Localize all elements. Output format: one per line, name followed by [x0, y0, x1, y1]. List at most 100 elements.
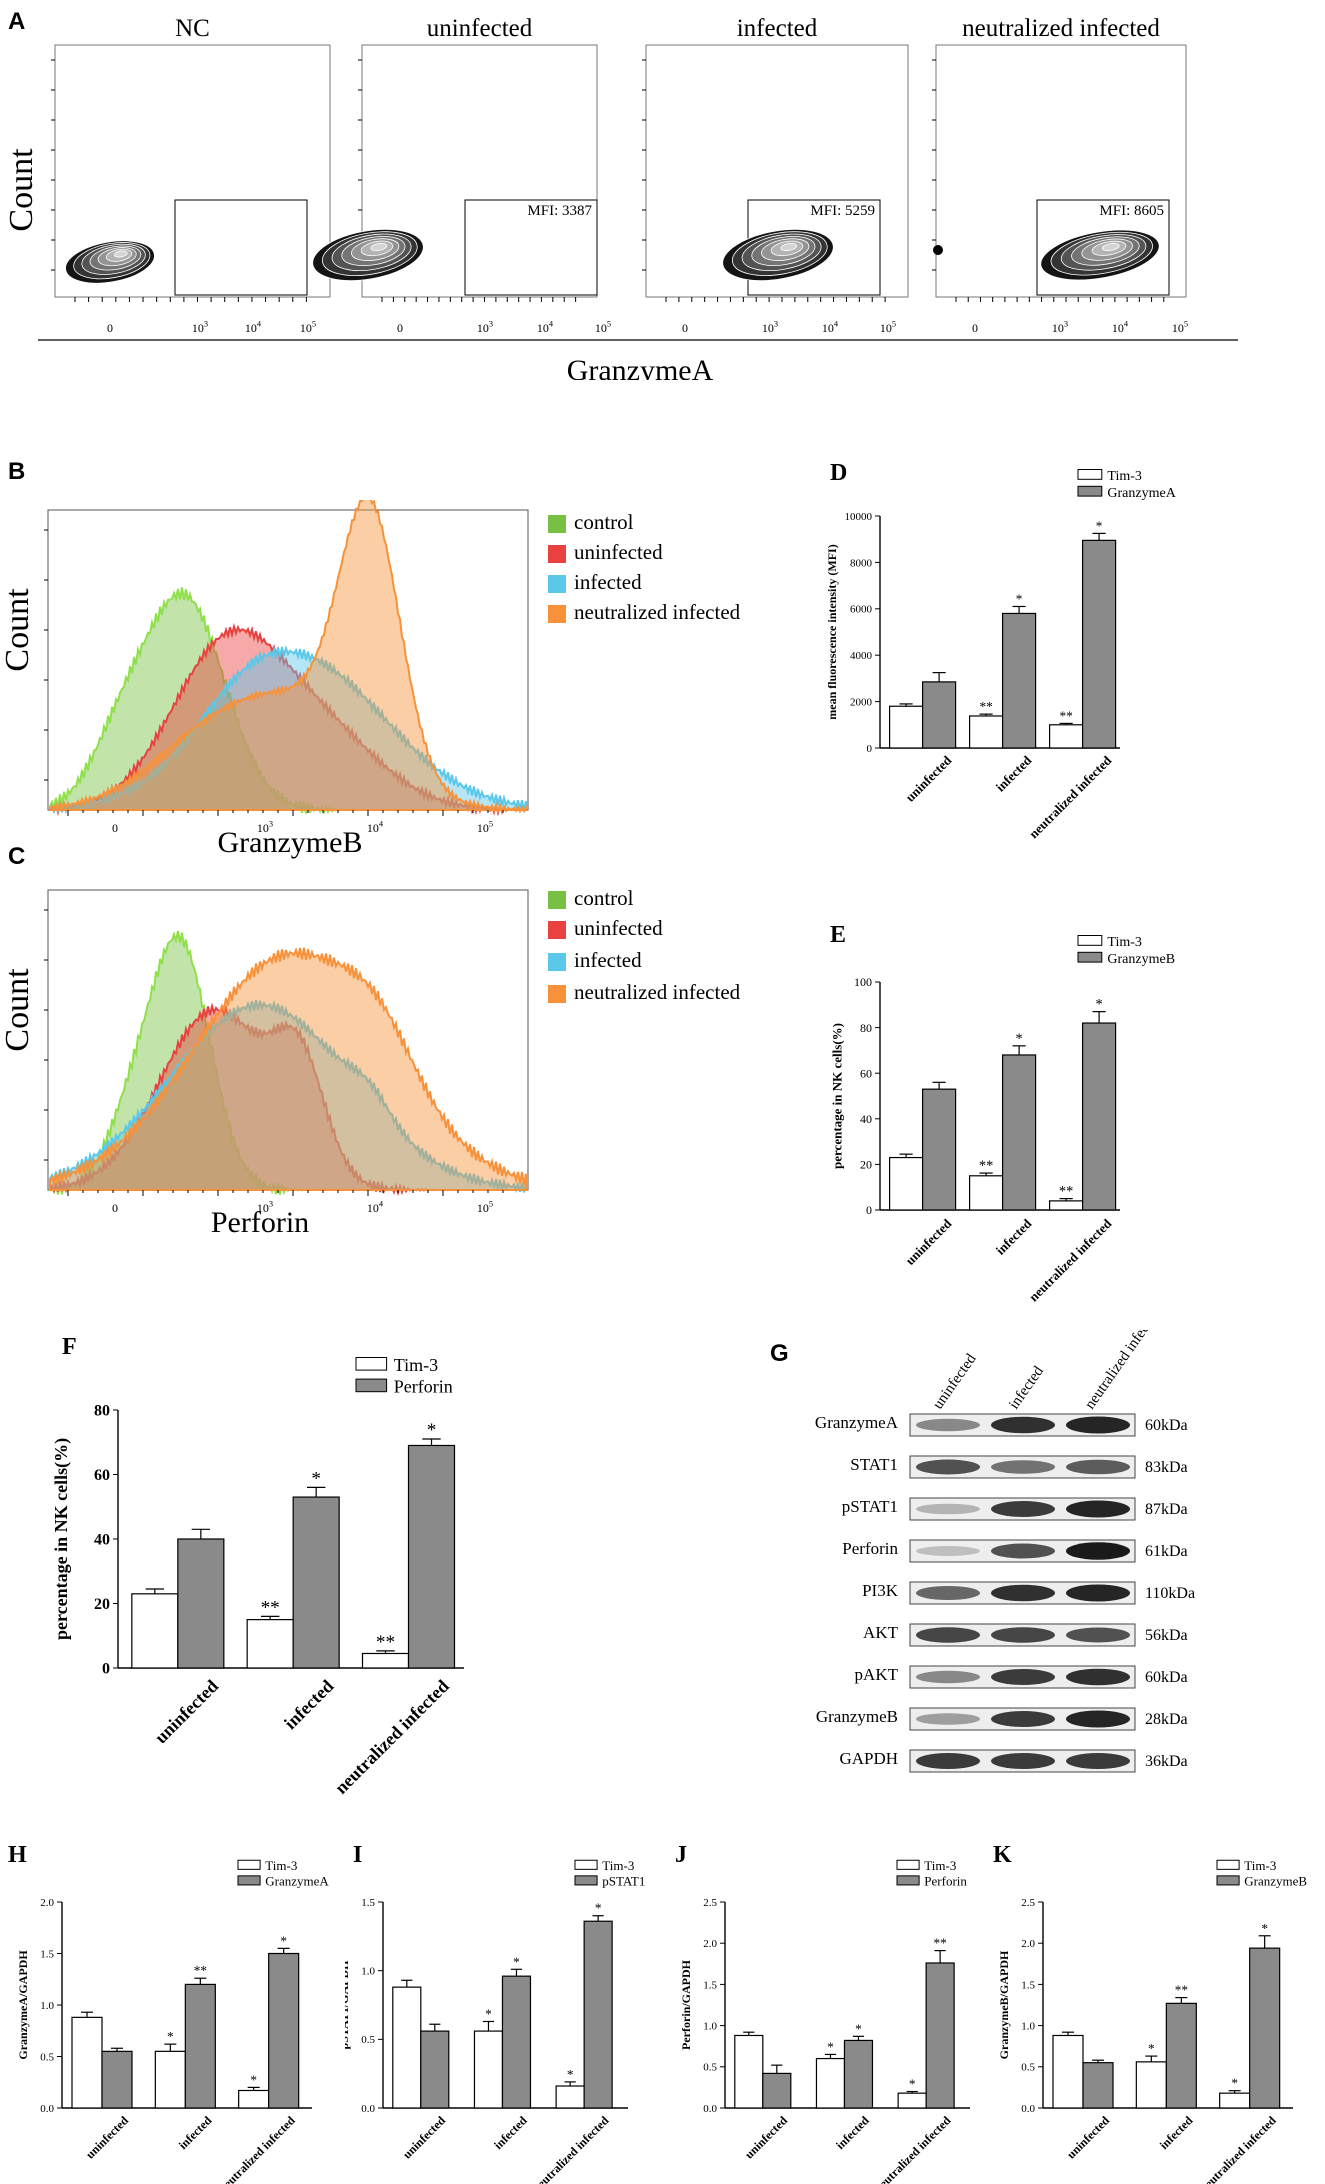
blot-band	[1066, 1500, 1130, 1518]
legend-neutralized-infected: neutralized infected	[548, 600, 740, 625]
axis-tick-label: 103	[477, 320, 493, 335]
legend-uninfected: uninfected	[548, 540, 663, 565]
bar-marker	[1165, 2002, 1197, 2109]
blot-band	[916, 1753, 980, 1769]
significance-marker: *	[250, 2072, 257, 2087]
panel-e-bar-chart: E Tim-3 GranzymeB 0 20 40 60 80 100 percentage in…	[830, 922, 1175, 1304]
legend-label: infected	[574, 948, 642, 972]
significance-marker: **	[1175, 1983, 1188, 1998]
panel-c-histogram: 0 103 104 105 Count Perforin	[0, 889, 529, 1239]
significance-marker: *	[1015, 1031, 1022, 1047]
significance-marker: *	[595, 1901, 602, 1916]
bar-tim3	[1219, 2092, 1251, 2109]
x-category-label: neutralized infected	[216, 2113, 298, 2184]
blot-band	[991, 1460, 1055, 1474]
blot-band	[916, 1586, 980, 1600]
legend-label: infected	[574, 570, 642, 594]
protein-label: PI3K	[862, 1581, 899, 1600]
gate-box	[1036, 199, 1170, 296]
panel-label: J	[675, 1842, 687, 1868]
mfi-label: MFI: 3387	[527, 203, 592, 219]
y-tick-label: 0	[867, 743, 873, 755]
contour-ring	[780, 242, 798, 252]
y-tick-label: 100	[854, 975, 872, 989]
contour-plot: neutralized infected MFI: 8605 0 103 104 105	[932, 15, 1188, 335]
legend-infected: infected	[548, 948, 642, 973]
blot-band	[916, 1503, 980, 1515]
panel-a-contour-plots: Count GranzymeA NC 0 103 104 105 uninfected MF…	[3, 15, 1238, 380]
bar-marker	[184, 1983, 216, 2109]
panel-label: E	[830, 922, 846, 948]
legend-swatch-icon	[1216, 1875, 1240, 1886]
bar-tim3	[1049, 1200, 1084, 1211]
bar-marker	[177, 1538, 225, 1669]
significance-marker: *	[1261, 1921, 1268, 1936]
panel-label: I	[353, 1842, 362, 1868]
y-tick-label: 4000	[850, 650, 873, 662]
axis-tick-label: 105	[477, 1200, 493, 1215]
axis-tick-label: 105	[300, 320, 316, 335]
tick-exponent: 5	[489, 820, 493, 829]
blot-band	[991, 1753, 1055, 1769]
legend-swatch-icon	[548, 575, 566, 594]
histogram-frame	[47, 509, 529, 811]
legend-label: Tim-3	[1244, 1858, 1276, 1873]
contour-ring	[370, 242, 388, 252]
x-category-label: infected	[1157, 2113, 1196, 2152]
bar-tim3	[734, 2034, 764, 2109]
legend-swatch-icon	[548, 985, 566, 1004]
y-axis-label: pSTAT1/GAPDH	[345, 1960, 351, 2050]
legend-swatch-icon	[1077, 951, 1103, 963]
blot-band	[991, 1416, 1055, 1434]
y-tick-label: 2000	[850, 696, 873, 708]
axis-tick-label: 103	[762, 320, 778, 335]
x-category-label: uninfected	[1064, 2113, 1112, 2161]
x-category-label: neutralized infected	[1026, 1215, 1115, 1304]
y-axis-label: percentage in NK cells(%)	[51, 1438, 72, 1640]
y-axis-label: Perforin/GAPDH	[679, 1959, 693, 2050]
protein-label: AKT	[863, 1623, 899, 1642]
legend-control: control	[548, 886, 633, 911]
protein-label: Perforin	[842, 1539, 898, 1558]
y-tick-label: 1.5	[703, 1979, 717, 1991]
blot-band	[1066, 1459, 1130, 1475]
significance-marker: *	[855, 2021, 862, 2036]
significance-marker: *	[1095, 997, 1102, 1013]
x-category-label: infected	[993, 1215, 1035, 1257]
bar-marker	[925, 1962, 955, 2109]
significance-marker: **	[934, 1936, 947, 1951]
kda-label: 28kDa	[1145, 1711, 1188, 1728]
blot-band	[916, 1670, 980, 1684]
bar-marker	[420, 2030, 450, 2109]
axis-tick-label: 104	[245, 320, 262, 335]
legend-swatch-icon	[1077, 485, 1103, 497]
x-category-label: infected	[280, 1676, 337, 1733]
y-axis-label: mean fluorescence intensity (MFI)	[825, 544, 839, 719]
mfi-label: MFI: 5259	[810, 203, 875, 219]
legend-control: control	[548, 510, 633, 535]
tick-exponent: 3	[774, 320, 778, 329]
axis-tick-label: 104	[367, 820, 384, 835]
axis-tick-label: 105	[880, 320, 896, 335]
blot-band	[1066, 1753, 1130, 1769]
neutralized-infected-histogram	[49, 500, 527, 815]
panel-a-ylabel: Count	[3, 148, 40, 232]
legend-swatch-icon	[237, 1859, 261, 1870]
panel-g-western-blot: uninfected infected neutralized infected Gr…	[815, 1330, 1195, 1773]
blot-band	[1066, 1584, 1130, 1602]
bar-tim3	[1135, 2061, 1167, 2109]
bar-marker	[292, 1496, 340, 1669]
neutralized-infected-histogram	[49, 946, 527, 1191]
panel-a-xlabel: GranzymeA	[567, 354, 714, 380]
protein-label: GAPDH	[839, 1749, 898, 1768]
x-category-label: neutralized infected	[331, 1676, 453, 1798]
significance-marker: *	[567, 2067, 574, 2082]
significance-marker: *	[427, 1420, 437, 1441]
legend-label: GranzymeA	[1107, 486, 1176, 501]
bar-marker	[1002, 1054, 1037, 1211]
tick-exponent: 3	[204, 320, 208, 329]
significance-marker: *	[167, 2029, 174, 2044]
